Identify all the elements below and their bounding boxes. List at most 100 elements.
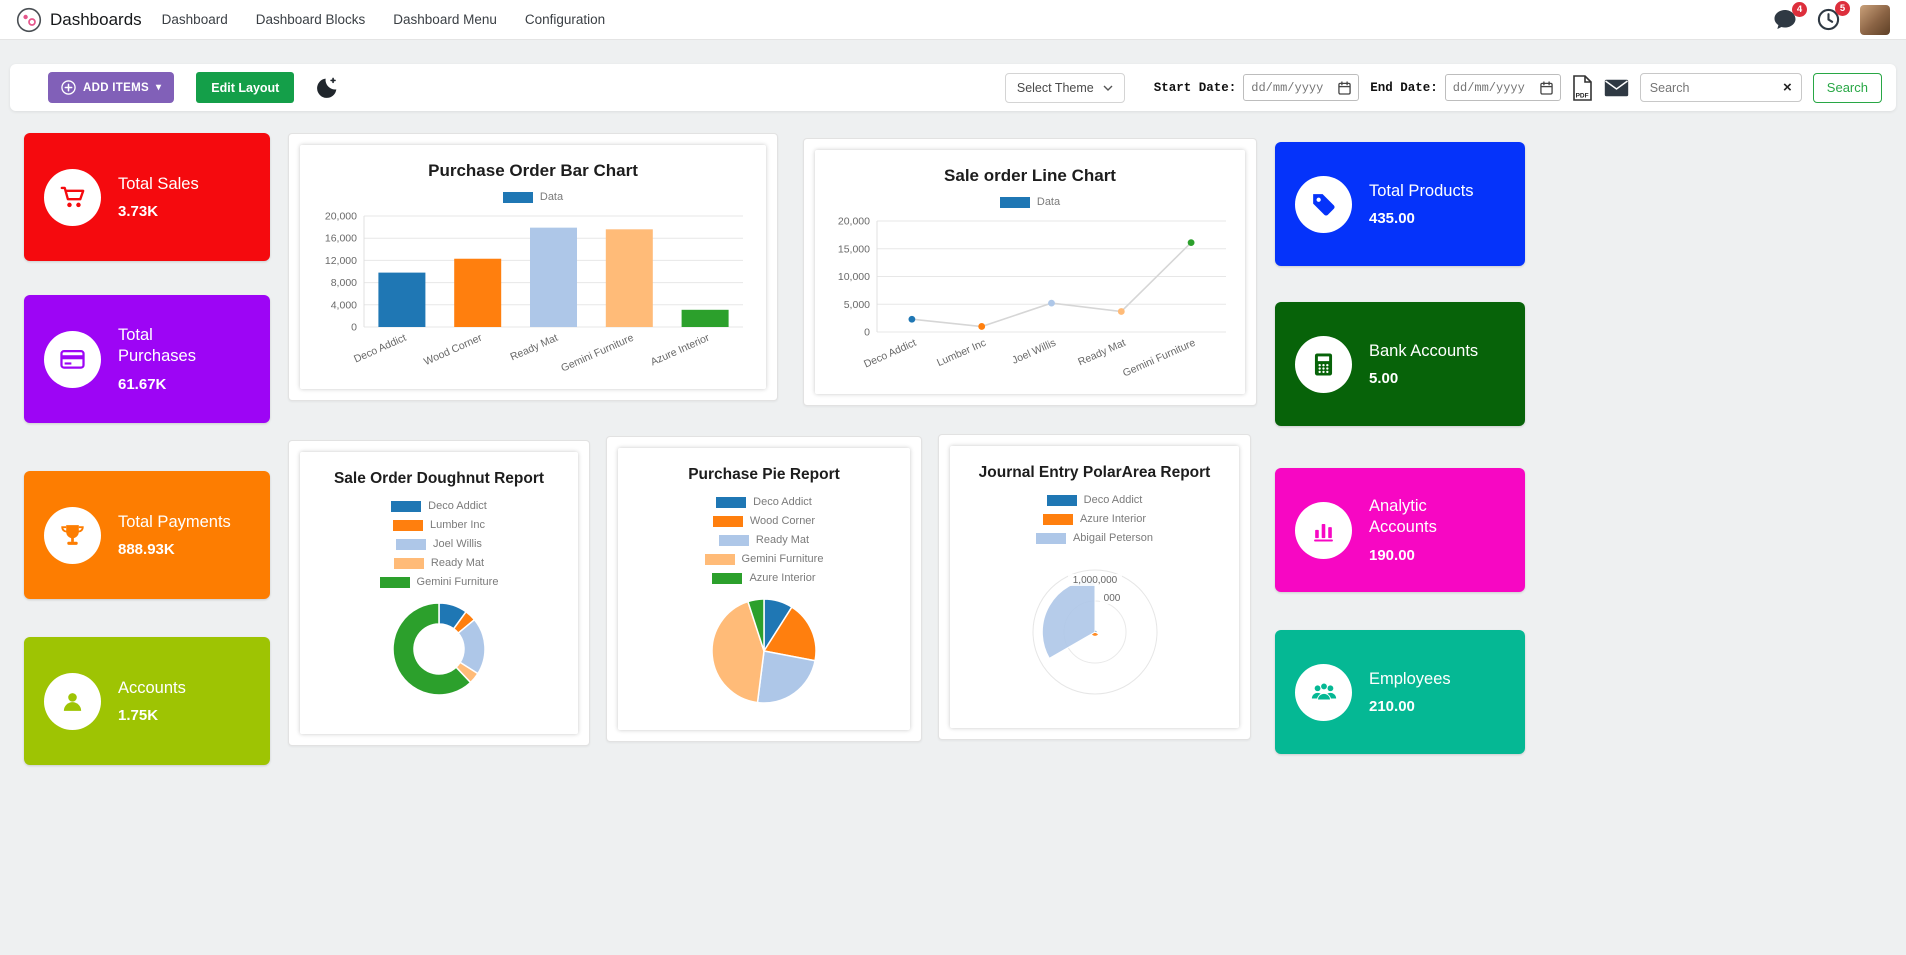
legend-item-wood-corner[interactable]: Wood Corner xyxy=(705,515,824,527)
legend-swatch xyxy=(1046,494,1077,506)
svg-text:12,000: 12,000 xyxy=(325,255,357,267)
legend-swatch xyxy=(716,496,747,508)
user-avatar[interactable] xyxy=(1860,4,1890,35)
plus-circle-icon xyxy=(61,80,76,95)
chevron-down-icon xyxy=(1103,85,1113,91)
kpi-column-right: Total Products 435.00 Bank Accounts 5.00 Ana… xyxy=(1275,133,1525,754)
navbar-systray: 4 5 xyxy=(1773,1,1890,35)
end-date-field[interactable] xyxy=(1452,80,1533,95)
svg-text:Deco Addict: Deco Addict xyxy=(352,332,408,366)
legend-item-deco-addict[interactable]: Deco Addict xyxy=(705,496,824,508)
kpi-title: Analytic Accounts xyxy=(1369,497,1437,536)
kpi-column-left: Total Sales 3.73K Total Purchases 61.67K Tot… xyxy=(24,133,270,765)
theme-select[interactable]: Select Theme xyxy=(1004,72,1125,103)
search-button[interactable]: Search xyxy=(1812,72,1882,103)
legend-label: Gemini Furniture xyxy=(416,576,499,588)
kpi-text: Accounts 1.75K xyxy=(118,678,234,725)
chat-bubble-icon xyxy=(1773,9,1797,30)
kpi-tile-employees[interactable]: Employees 210.00 xyxy=(1275,630,1525,754)
start-date-field[interactable] xyxy=(1251,80,1332,95)
mail-icon[interactable] xyxy=(1604,79,1629,97)
app-brand[interactable]: Dashboards xyxy=(16,7,142,33)
legend-item-deco-addict[interactable]: Deco Addict xyxy=(1036,494,1153,506)
legend-item-ready-mat[interactable]: Ready Mat xyxy=(705,534,824,546)
legend-label: Ready Mat xyxy=(755,534,810,546)
legend-item-gemini-furniture[interactable]: Gemini Furniture xyxy=(704,553,823,565)
legend-swatch xyxy=(396,538,427,550)
legend-label: Data xyxy=(539,191,564,203)
theme-select-label: Select Theme xyxy=(1016,80,1094,95)
nav-item-configuration[interactable]: Configuration xyxy=(524,12,606,27)
chevron-down-icon: ▾ xyxy=(155,81,162,93)
start-date-input[interactable] xyxy=(1243,74,1360,101)
nav-item-dashboard[interactable]: Dashboard xyxy=(161,12,228,27)
kpi-title: Total Payments xyxy=(118,512,231,531)
credit-card-icon xyxy=(44,330,101,388)
end-date-input[interactable] xyxy=(1444,74,1561,101)
line-chart: 0 5,000 10,000 15,000 20,000 Deco Addict Lumbe… xyxy=(838,216,1226,380)
legend-item-gemini-furniture[interactable]: Gemini Furniture xyxy=(379,576,499,588)
calendar-icon[interactable] xyxy=(1540,80,1553,95)
svg-text:8,000: 8,000 xyxy=(331,277,357,289)
kpi-tile-analytic-accounts[interactable]: Analytic Accounts 190.00 xyxy=(1275,468,1525,592)
add-items-button[interactable]: ADD ITEMS ▾ xyxy=(48,72,175,103)
legend-item-data[interactable]: Data xyxy=(502,191,564,203)
chart-title: Purchase Pie Report xyxy=(688,466,840,483)
nav-item-dashboard-blocks[interactable]: Dashboard Blocks xyxy=(255,12,366,27)
calendar-icon[interactable] xyxy=(1338,80,1352,95)
search-input[interactable] xyxy=(1649,80,1784,95)
legend-item-azure-interior[interactable]: Azure Interior xyxy=(705,572,824,584)
kpi-text: Total Purchases 61.67K xyxy=(118,325,234,392)
end-date-label: End Date: xyxy=(1370,80,1438,95)
legend-swatch xyxy=(391,500,422,512)
clear-search-icon[interactable]: × xyxy=(1783,79,1792,96)
start-date-label: Start Date: xyxy=(1153,80,1237,95)
chart-title: Sale Order Doughnut Report xyxy=(333,470,545,487)
kpi-title: Total Sales xyxy=(118,174,199,193)
kpi-value: 1.75K xyxy=(118,707,159,725)
svg-text:000: 000 xyxy=(1103,593,1120,604)
svg-text:4,000: 4,000 xyxy=(331,299,357,311)
svg-text:Ready Mat: Ready Mat xyxy=(508,332,559,364)
svg-text:Azure Interior: Azure Interior xyxy=(649,332,712,369)
kpi-tile-accounts[interactable]: Accounts 1.75K xyxy=(24,637,270,765)
messages-button[interactable]: 4 xyxy=(1773,2,1807,30)
chart-legend: Data xyxy=(999,196,1060,208)
main-menu: Dashboard Dashboard Blocks Dashboard Men… xyxy=(162,12,606,27)
legend-item-joel-willis[interactable]: Joel Willis xyxy=(380,538,499,550)
svg-text:0: 0 xyxy=(864,327,870,339)
kpi-tile-total-sales[interactable]: Total Sales 3.73K xyxy=(24,133,270,261)
kpi-value: 3.73K xyxy=(118,203,159,221)
legend-item-deco-addict[interactable]: Deco Addict xyxy=(380,500,499,512)
legend-label: Joel Willis xyxy=(433,538,482,550)
nav-item-dashboard-menu[interactable]: Dashboard Menu xyxy=(393,12,497,27)
kpi-value: 435.00 xyxy=(1369,210,1415,228)
dark-mode-toggle-icon[interactable] xyxy=(314,75,340,101)
legend-swatch xyxy=(718,534,749,546)
chart-title: Journal Entry PolarArea Report xyxy=(978,464,1211,481)
kpi-tile-bank-accounts[interactable]: Bank Accounts 5.00 xyxy=(1275,302,1525,426)
edit-layout-button[interactable]: Edit Layout xyxy=(196,72,295,103)
legend-item-abigail-peterson[interactable]: Abigail Peterson xyxy=(1035,532,1153,544)
legend-item-azure-interior[interactable]: Azure Interior xyxy=(1036,513,1153,525)
legend-item-lumber-inc[interactable]: Lumber Inc xyxy=(380,519,499,531)
legend-item-ready-mat[interactable]: Ready Mat xyxy=(380,557,499,569)
bar-chart: 0 4,000 8,000 12,000 16,000 20,000 Deco Addict… xyxy=(325,211,743,375)
legend-label: Wood Corner xyxy=(749,515,816,527)
legend-item-data[interactable]: Data xyxy=(999,196,1060,208)
svg-text:Wood Corner: Wood Corner xyxy=(422,332,484,368)
activities-button[interactable]: 5 xyxy=(1817,1,1850,31)
kpi-tile-total-purchases[interactable]: Total Purchases 61.67K xyxy=(24,295,270,423)
legend-swatch xyxy=(502,191,533,203)
kpi-tile-total-products[interactable]: Total Products 435.00 xyxy=(1275,142,1525,266)
users-icon xyxy=(1295,663,1352,721)
pie-chart xyxy=(711,598,817,704)
legend-swatch xyxy=(1035,532,1066,544)
search-box: × xyxy=(1639,73,1802,102)
legend-swatch xyxy=(393,557,424,569)
svg-text:1,000,000: 1,000,000 xyxy=(1072,575,1117,586)
kpi-tile-total-payments[interactable]: Total Payments 888.93K xyxy=(24,471,270,599)
cart-icon xyxy=(44,168,101,226)
pdf-export-icon[interactable]: PDF xyxy=(1572,74,1593,101)
